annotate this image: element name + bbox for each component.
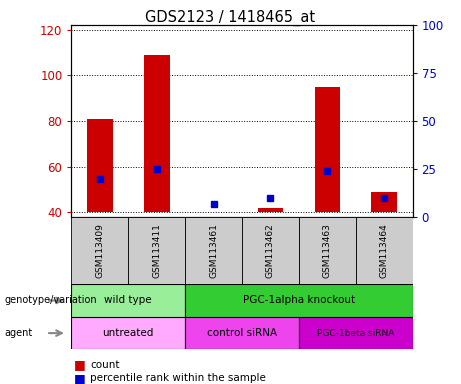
Text: percentile rank within the sample: percentile rank within the sample xyxy=(90,373,266,383)
Text: PGC-1alpha knockout: PGC-1alpha knockout xyxy=(243,295,355,306)
Bar xyxy=(128,217,185,284)
Text: genotype/variation: genotype/variation xyxy=(5,295,97,306)
Bar xyxy=(185,317,299,349)
Text: GSM113411: GSM113411 xyxy=(152,223,161,278)
Bar xyxy=(144,55,170,212)
Text: GSM113464: GSM113464 xyxy=(380,223,389,278)
Bar xyxy=(299,317,413,349)
Bar xyxy=(242,217,299,284)
Bar xyxy=(258,208,283,212)
Text: control siRNA: control siRNA xyxy=(207,328,277,338)
Bar xyxy=(185,217,242,284)
Text: GSM113409: GSM113409 xyxy=(95,223,104,278)
Bar xyxy=(356,217,413,284)
Bar xyxy=(314,87,340,212)
Bar xyxy=(372,192,397,212)
Text: count: count xyxy=(90,360,119,370)
Bar xyxy=(71,317,185,349)
Text: GSM113461: GSM113461 xyxy=(209,223,218,278)
Text: wild type: wild type xyxy=(105,295,152,306)
Text: GDS2123 / 1418465_at: GDS2123 / 1418465_at xyxy=(145,10,316,26)
Text: GSM113463: GSM113463 xyxy=(323,223,332,278)
Text: agent: agent xyxy=(5,328,33,338)
Text: PGC-1beta siRNA: PGC-1beta siRNA xyxy=(317,329,395,338)
Bar xyxy=(71,284,185,317)
Text: untreated: untreated xyxy=(103,328,154,338)
Text: GSM113462: GSM113462 xyxy=(266,223,275,278)
Bar xyxy=(299,217,356,284)
Bar xyxy=(185,284,413,317)
Bar xyxy=(87,119,112,212)
Bar xyxy=(71,217,128,284)
Text: ■: ■ xyxy=(74,358,85,371)
Text: ■: ■ xyxy=(74,372,85,384)
